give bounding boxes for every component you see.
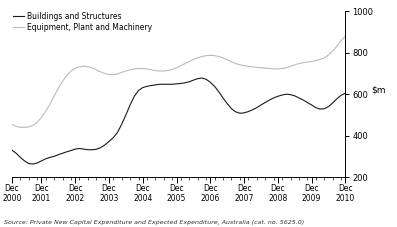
Equipment, Plant and Machinery	[309, 60, 314, 63]
Line: Equipment, Plant and Machinery: Equipment, Plant and Machinery	[12, 36, 345, 127]
Equipment, Plant and Machinery	[162, 70, 166, 72]
Equipment, Plant and Machinery	[216, 55, 221, 58]
Buildings and Structures	[221, 96, 225, 99]
Buildings and Structures	[233, 111, 238, 113]
Buildings and Structures	[162, 83, 166, 86]
Y-axis label: $m: $m	[372, 85, 386, 94]
Equipment, Plant and Machinery	[229, 61, 234, 63]
Buildings and Structures	[31, 163, 35, 165]
Text: Source: Private New Capital Expenditure and Expected Expenditure, Australia (cat: Source: Private New Capital Expenditure …	[4, 220, 304, 225]
Buildings and Structures	[10, 149, 14, 151]
Equipment, Plant and Machinery	[242, 64, 247, 67]
Equipment, Plant and Machinery	[18, 126, 23, 129]
Buildings and Structures	[216, 90, 221, 93]
Line: Buildings and Structures: Buildings and Structures	[12, 78, 345, 164]
Legend: Buildings and Structures, Equipment, Plant and Machinery: Buildings and Structures, Equipment, Pla…	[13, 12, 152, 32]
Buildings and Structures	[199, 77, 204, 79]
Equipment, Plant and Machinery	[10, 123, 14, 126]
Buildings and Structures	[343, 92, 348, 94]
Buildings and Structures	[246, 110, 251, 113]
Equipment, Plant and Machinery	[343, 35, 348, 38]
Equipment, Plant and Machinery	[212, 54, 217, 57]
Buildings and Structures	[314, 106, 318, 109]
